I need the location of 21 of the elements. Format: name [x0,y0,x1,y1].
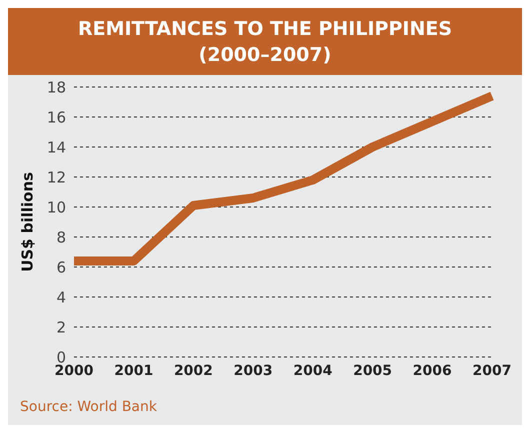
y-tick-label: 18 [46,78,66,96]
y-tick-label: 6 [56,258,66,276]
y-tick-label: 10 [46,198,66,216]
x-tick-label: 2000 [54,362,94,379]
y-tick-label: 16 [46,108,66,126]
y-tick-label: 14 [46,138,66,156]
source-note: Source: World Bank [19,399,158,415]
x-tick-label: 2001 [114,362,154,379]
x-tick-label: 2007 [472,362,512,379]
x-tick-label: 2004 [293,362,333,379]
chart-title: REMITTANCES TO THE PHILIPPINES [76,17,454,42]
x-tick-label: 2003 [234,362,273,379]
y-tick-label: 2 [56,318,66,336]
y-axis-title: US$ billions [18,172,36,272]
x-tick-label: 2005 [353,362,392,379]
y-tick-label: 12 [46,168,66,186]
chart-subtitle: (2000–2007) [198,43,332,68]
y-tick-label: 8 [56,228,66,246]
x-tick-label: 2006 [412,362,452,379]
y-tick-label: 4 [56,288,66,306]
x-tick-label: 2002 [174,362,213,379]
